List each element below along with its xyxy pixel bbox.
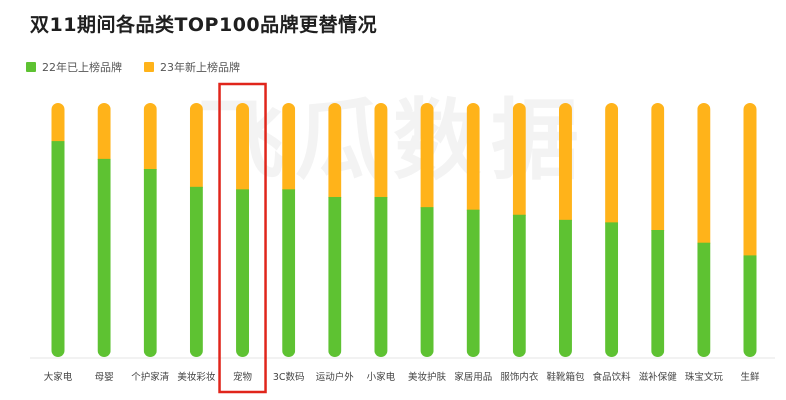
bar-segment-new[interactable] xyxy=(558,103,572,221)
bar-segment-old[interactable] xyxy=(236,189,250,357)
x-tick-label: 珠宝文玩 xyxy=(685,371,724,383)
bar-segment-old[interactable] xyxy=(282,189,296,357)
bar-group[interactable] xyxy=(282,103,296,357)
chart-title: 双11期间各品类TOP100品牌更替情况 xyxy=(30,14,378,36)
bar-group[interactable] xyxy=(97,103,111,357)
bar-segment-old[interactable] xyxy=(651,230,665,357)
bar-segment-old[interactable] xyxy=(558,219,572,357)
bar-segment-old[interactable] xyxy=(466,209,480,357)
bar-segment-new[interactable] xyxy=(51,103,65,143)
x-tick-label: 滋补保健 xyxy=(639,371,678,383)
x-tick-label: 鞋靴箱包 xyxy=(546,371,585,383)
bar-segment-old[interactable] xyxy=(189,186,203,357)
bar-segment-old[interactable] xyxy=(512,214,526,357)
bar-segment-new[interactable] xyxy=(328,103,342,198)
x-tick-label: 生鲜 xyxy=(740,371,760,383)
x-tick-label: 3C数码 xyxy=(273,371,305,383)
bar-segment-old[interactable] xyxy=(143,169,157,357)
bar-segment-old[interactable] xyxy=(51,141,65,357)
x-tick-label: 大家电 xyxy=(44,371,73,383)
bar-group[interactable] xyxy=(143,103,157,357)
bar-segment-new[interactable] xyxy=(651,103,665,231)
legend-label-old: 22年已上榜品牌 xyxy=(42,61,122,74)
bar-group[interactable] xyxy=(743,103,757,357)
bar-segment-new[interactable] xyxy=(143,103,157,171)
x-tick-label: 小家电 xyxy=(367,371,396,383)
bar-group[interactable] xyxy=(697,103,711,357)
bar-segment-new[interactable] xyxy=(374,103,388,198)
bar-segment-old[interactable] xyxy=(374,196,388,357)
bar-segment-new[interactable] xyxy=(420,103,434,209)
bar-group[interactable] xyxy=(605,103,619,357)
x-tick-label: 母婴 xyxy=(95,372,114,383)
x-tick-label: 服饰内衣 xyxy=(500,371,539,383)
bar-group[interactable] xyxy=(466,103,480,357)
bar-segment-new[interactable] xyxy=(236,103,250,191)
bar-segment-new[interactable] xyxy=(605,103,619,224)
bar-group[interactable] xyxy=(236,103,250,357)
x-tick-label: 运动户外 xyxy=(316,371,355,383)
bar-segment-new[interactable] xyxy=(743,103,757,257)
bar-segment-new[interactable] xyxy=(466,103,480,211)
bar-segment-new[interactable] xyxy=(512,103,526,216)
bar-segment-old[interactable] xyxy=(743,255,757,357)
legend-item-new[interactable]: 23年新上榜品牌 xyxy=(144,59,240,75)
highlight-box xyxy=(218,82,267,394)
bar-group[interactable] xyxy=(558,103,572,357)
x-tick-label: 家居用品 xyxy=(454,371,492,383)
bar-segment-old[interactable] xyxy=(605,222,619,357)
bar-group[interactable] xyxy=(651,103,665,357)
bar-group[interactable] xyxy=(328,103,342,357)
x-tick-label: 食品饮料 xyxy=(593,371,632,383)
bar-segment-old[interactable] xyxy=(697,242,711,357)
legend-swatch-new xyxy=(144,62,154,72)
bar-group[interactable] xyxy=(420,103,434,357)
x-tick-label: 美妆护肤 xyxy=(408,371,447,383)
bar-group[interactable] xyxy=(51,103,65,357)
legend-item-old[interactable]: 22年已上榜品牌 xyxy=(26,59,122,75)
bar-group[interactable] xyxy=(374,103,388,357)
bar-segment-new[interactable] xyxy=(697,103,711,244)
bar-segment-new[interactable] xyxy=(97,103,111,160)
x-tick-label: 个护家清 xyxy=(131,371,170,383)
bar-group[interactable] xyxy=(512,103,526,357)
bar-segment-old[interactable] xyxy=(97,158,111,357)
legend: 22年已上榜品牌 23年新上榜品牌 xyxy=(26,59,240,75)
x-tick-label: 宠物 xyxy=(233,371,253,383)
bar-segment-new[interactable] xyxy=(189,103,203,188)
bar-group[interactable] xyxy=(189,103,203,357)
legend-swatch-old xyxy=(26,62,36,72)
bar-segment-old[interactable] xyxy=(328,196,342,357)
x-tick-label: 美妆彩妆 xyxy=(177,371,216,383)
legend-label-new: 23年新上榜品牌 xyxy=(160,61,240,74)
bar-segment-old[interactable] xyxy=(420,207,434,357)
bar-segment-new[interactable] xyxy=(282,103,296,191)
